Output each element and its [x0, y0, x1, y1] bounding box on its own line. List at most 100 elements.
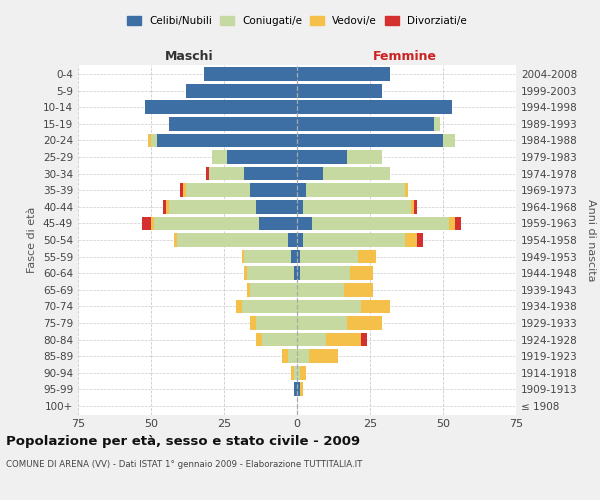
Bar	[247, 283, 250, 296]
Bar	[300, 366, 306, 380]
Bar	[288, 233, 297, 247]
Bar	[306, 184, 405, 197]
Bar	[206, 167, 209, 180]
Bar	[358, 250, 376, 264]
Bar	[250, 184, 297, 197]
Bar	[259, 216, 297, 230]
Bar	[169, 200, 256, 213]
Bar	[300, 250, 358, 264]
Bar	[347, 150, 382, 164]
Bar	[262, 332, 297, 346]
Bar	[303, 200, 411, 213]
Bar	[236, 300, 242, 313]
Bar	[297, 382, 300, 396]
Bar	[183, 184, 186, 197]
Bar	[256, 316, 297, 330]
Bar	[177, 233, 288, 247]
Bar	[297, 332, 326, 346]
Bar	[411, 200, 414, 213]
Bar	[256, 332, 262, 346]
Bar	[449, 216, 455, 230]
Text: Popolazione per età, sesso e stato civile - 2009: Popolazione per età, sesso e stato civil…	[6, 434, 360, 448]
Bar	[212, 150, 227, 164]
Bar	[297, 200, 303, 213]
Bar	[186, 184, 250, 197]
Bar	[169, 117, 297, 130]
Bar	[361, 332, 367, 346]
Bar	[311, 216, 449, 230]
Y-axis label: Fasce di età: Fasce di età	[28, 207, 37, 273]
Bar	[405, 184, 408, 197]
Bar	[347, 316, 382, 330]
Bar	[142, 216, 151, 230]
Bar	[297, 134, 443, 147]
Bar	[145, 100, 297, 114]
Bar	[244, 250, 291, 264]
Bar	[405, 233, 417, 247]
Bar	[227, 150, 297, 164]
Bar	[297, 300, 361, 313]
Bar	[244, 167, 297, 180]
Bar	[297, 350, 308, 363]
Bar	[250, 283, 297, 296]
Bar	[154, 216, 259, 230]
Bar	[242, 250, 244, 264]
Bar	[297, 167, 323, 180]
Bar	[350, 266, 373, 280]
Bar	[148, 134, 151, 147]
Bar	[417, 233, 422, 247]
Text: Maschi: Maschi	[164, 50, 213, 62]
Bar	[297, 266, 300, 280]
Bar	[326, 332, 361, 346]
Bar	[294, 266, 297, 280]
Bar	[297, 84, 382, 98]
Bar	[163, 200, 166, 213]
Bar	[250, 316, 256, 330]
Bar	[288, 350, 297, 363]
Bar	[151, 216, 154, 230]
Legend: Celibi/Nubili, Coniugati/e, Vedovi/e, Divorziati/e: Celibi/Nubili, Coniugati/e, Vedovi/e, Di…	[127, 16, 467, 26]
Bar	[175, 233, 177, 247]
Bar	[443, 134, 455, 147]
Bar	[297, 366, 300, 380]
Bar	[344, 283, 373, 296]
Bar	[297, 150, 347, 164]
Bar	[242, 300, 297, 313]
Bar	[414, 200, 417, 213]
Bar	[297, 233, 303, 247]
Bar	[151, 134, 157, 147]
Bar	[297, 316, 347, 330]
Bar	[186, 84, 297, 98]
Bar	[308, 350, 338, 363]
Bar	[291, 250, 297, 264]
Bar	[203, 68, 297, 81]
Bar	[297, 117, 434, 130]
Bar	[323, 167, 391, 180]
Bar	[297, 68, 391, 81]
Bar	[283, 350, 288, 363]
Bar	[256, 200, 297, 213]
Bar	[361, 300, 391, 313]
Bar	[291, 366, 294, 380]
Bar	[300, 382, 303, 396]
Text: COMUNE DI ARENA (VV) - Dati ISTAT 1° gennaio 2009 - Elaborazione TUTTITALIA.IT: COMUNE DI ARENA (VV) - Dati ISTAT 1° gen…	[6, 460, 362, 469]
Text: Femmine: Femmine	[373, 50, 437, 62]
Bar	[297, 216, 311, 230]
Bar	[297, 250, 300, 264]
Bar	[297, 184, 306, 197]
Bar	[300, 266, 350, 280]
Bar	[297, 100, 452, 114]
Bar	[303, 233, 405, 247]
Bar	[180, 184, 183, 197]
Bar	[297, 283, 344, 296]
Bar	[157, 134, 297, 147]
Bar	[294, 382, 297, 396]
Bar	[209, 167, 244, 180]
Y-axis label: Anni di nascita: Anni di nascita	[586, 198, 596, 281]
Bar	[244, 266, 247, 280]
Bar	[166, 200, 169, 213]
Bar	[455, 216, 461, 230]
Bar	[434, 117, 440, 130]
Bar	[294, 366, 297, 380]
Bar	[247, 266, 294, 280]
